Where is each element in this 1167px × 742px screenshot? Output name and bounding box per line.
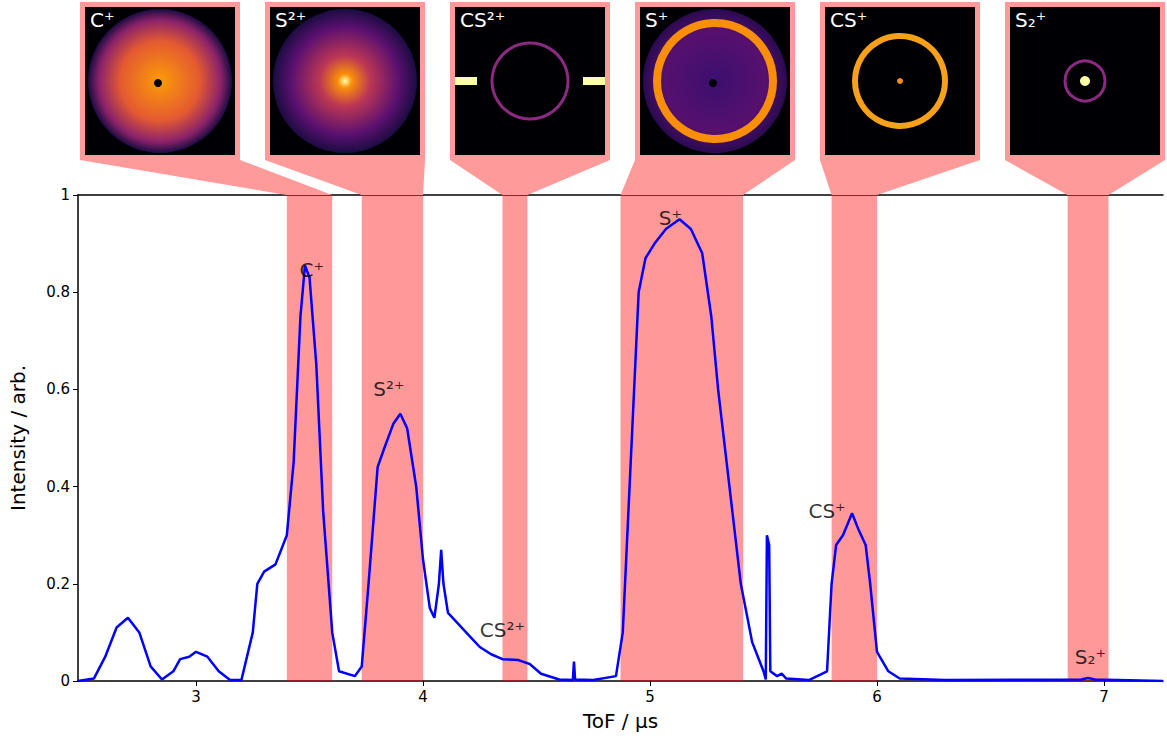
svg-text:CS⁺: CS⁺ (830, 8, 867, 32)
svg-text:C⁺: C⁺ (300, 258, 325, 282)
svg-text:6: 6 (872, 688, 882, 706)
svg-text:CS⁺: CS⁺ (808, 499, 845, 523)
svg-text:C⁺: C⁺ (90, 8, 115, 32)
svg-text:ToF / μs: ToF / μs (582, 709, 658, 733)
svg-text:S₂⁺: S₂⁺ (1075, 645, 1106, 669)
svg-text:0.2: 0.2 (46, 575, 70, 593)
svg-text:7: 7 (1099, 688, 1109, 706)
svg-text:0.4: 0.4 (46, 478, 70, 496)
svg-text:0.6: 0.6 (46, 380, 70, 398)
svg-text:3: 3 (191, 688, 201, 706)
svg-text:S⁺: S⁺ (645, 8, 668, 32)
svg-text:Intensity / arb.: Intensity / arb. (6, 365, 30, 511)
svg-text:1: 1 (60, 186, 70, 204)
svg-text:S⁺: S⁺ (659, 206, 682, 230)
svg-text:5: 5 (645, 688, 655, 706)
svg-text:S²⁺: S²⁺ (275, 8, 306, 32)
svg-text:4: 4 (418, 688, 428, 706)
svg-text:0.8: 0.8 (46, 283, 70, 301)
svg-text:CS²⁺: CS²⁺ (480, 618, 525, 642)
svg-text:S₂⁺: S₂⁺ (1015, 8, 1046, 32)
svg-text:0: 0 (60, 672, 70, 690)
svg-text:CS²⁺: CS²⁺ (460, 8, 505, 32)
svg-text:S²⁺: S²⁺ (373, 377, 404, 401)
